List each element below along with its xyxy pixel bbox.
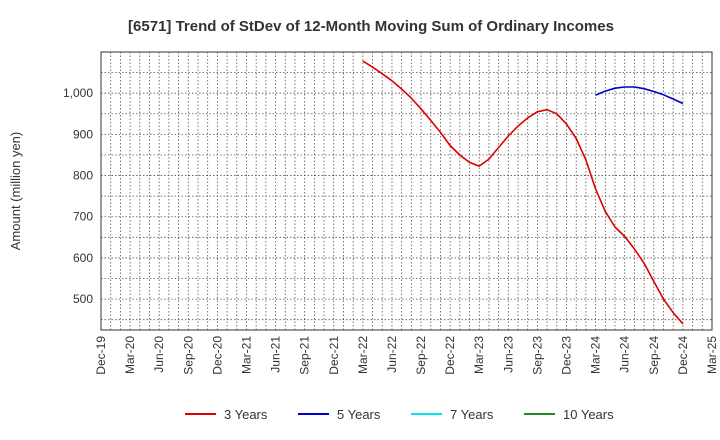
x-tick-label: Sep-22 — [414, 336, 428, 375]
y-tick-label: 800 — [73, 169, 93, 183]
x-tick-label: Mar-23 — [472, 336, 486, 374]
x-tick-label: Jun-24 — [618, 336, 632, 373]
y-tick-label: 900 — [73, 127, 93, 141]
x-tick-label: Dec-20 — [210, 336, 224, 375]
y-tick-label: 1,000 — [63, 86, 93, 100]
x-tick-label: Dec-23 — [560, 336, 574, 375]
x-tick-label: Sep-23 — [530, 336, 544, 375]
series-line-5-years — [595, 86, 684, 105]
x-tick-label: Dec-19 — [94, 336, 108, 375]
x-tick-label: Dec-24 — [676, 336, 690, 375]
legend-label: 3 Years — [224, 407, 268, 422]
legend-label: 10 Years — [563, 407, 614, 422]
y-axis-label: Amount (million yen) — [8, 132, 23, 251]
plot-frame — [100, 51, 713, 331]
x-tick-label: Mar-22 — [356, 336, 370, 374]
x-tick-label: Jun-21 — [269, 336, 283, 373]
y-tick-label: 600 — [73, 251, 93, 265]
x-tick-label: Mar-25 — [705, 336, 719, 374]
x-tick-label: Mar-24 — [589, 336, 603, 374]
x-tick-label: Sep-24 — [647, 336, 661, 375]
x-tick-label: Dec-21 — [327, 336, 341, 375]
x-tick-label: Sep-21 — [298, 336, 312, 375]
chart-title: [6571] Trend of StDev of 12-Month Moving… — [128, 18, 614, 35]
y-tick-labels: 500 600 700 800 900 1,000 — [63, 86, 93, 306]
x-tick-label: Sep-20 — [181, 336, 195, 375]
series-layer — [362, 60, 684, 325]
y-tick-label: 500 — [73, 292, 93, 306]
x-tick-label: Jun-22 — [385, 336, 399, 373]
legend-label: 5 Years — [337, 407, 381, 422]
y-tick-label: 700 — [73, 210, 93, 224]
x-tick-label: Jun-23 — [501, 336, 515, 373]
series-line-3-years — [362, 60, 684, 325]
legend: 3 Years 5 Years 7 Years 10 Years — [185, 407, 614, 422]
x-tick-label: Mar-20 — [123, 336, 137, 374]
x-tick-label: Dec-22 — [443, 336, 457, 375]
x-tick-label: Jun-20 — [152, 336, 166, 373]
x-tick-labels: Dec-19 Mar-20 Jun-20 Sep-20 Dec-20 Mar-21 Jun-… — [94, 336, 719, 375]
x-tick-label: Mar-21 — [239, 336, 253, 374]
legend-label: 7 Years — [450, 407, 494, 422]
